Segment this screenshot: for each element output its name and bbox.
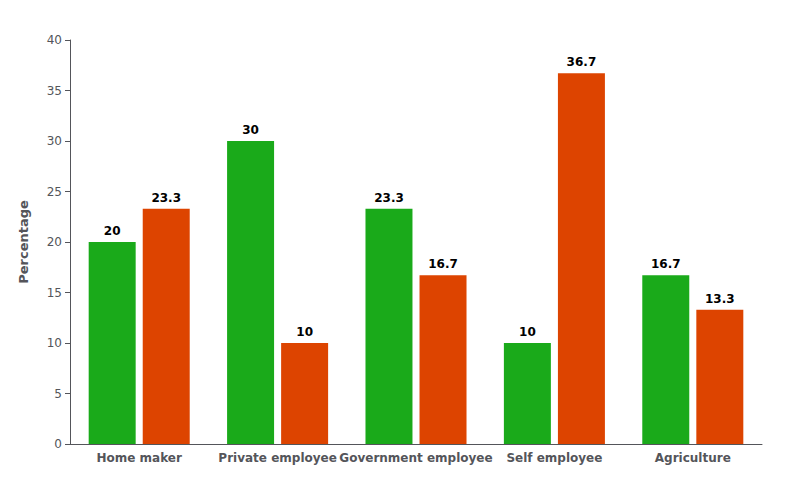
svg-text:10: 10 [296, 325, 313, 339]
svg-text:20: 20 [47, 235, 62, 249]
svg-text:40: 40 [47, 33, 62, 47]
svg-text:Self employee: Self employee [506, 451, 602, 465]
svg-text:Government employee: Government employee [339, 451, 492, 465]
svg-text:30: 30 [47, 134, 62, 148]
svg-text:25: 25 [47, 185, 62, 199]
svg-text:10: 10 [519, 325, 536, 339]
svg-text:0: 0 [54, 437, 62, 451]
svg-text:15: 15 [47, 286, 62, 300]
svg-text:Agriculture: Agriculture [655, 451, 731, 465]
svg-text:16.7: 16.7 [428, 257, 458, 271]
svg-text:5: 5 [54, 387, 62, 401]
svg-text:23.3: 23.3 [151, 191, 181, 205]
svg-text:35: 35 [47, 84, 62, 98]
svg-text:Percentage: Percentage [16, 200, 31, 284]
svg-text:10: 10 [47, 336, 62, 350]
svg-text:23.3: 23.3 [374, 191, 404, 205]
svg-text:16.7: 16.7 [651, 257, 681, 271]
svg-text:36.7: 36.7 [567, 55, 597, 69]
svg-text:13.3: 13.3 [705, 292, 735, 306]
svg-text:Private employee: Private employee [218, 451, 337, 465]
svg-text:30: 30 [242, 123, 259, 137]
svg-text:Home maker: Home maker [96, 451, 182, 465]
svg-text:20: 20 [104, 224, 121, 238]
